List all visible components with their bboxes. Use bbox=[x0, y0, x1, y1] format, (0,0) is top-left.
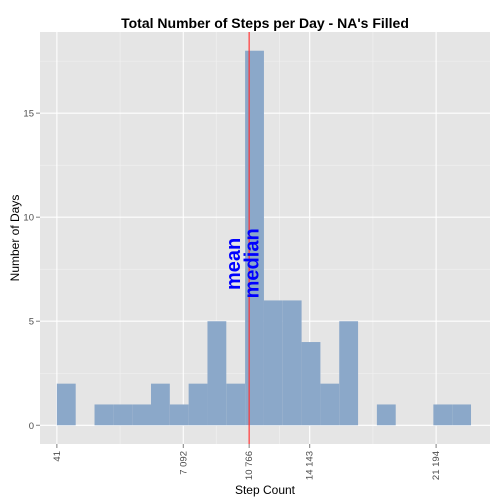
histogram-bar bbox=[263, 300, 283, 426]
y-axis-ticks: 0 5 10 15 bbox=[23, 109, 40, 432]
histogram-bar bbox=[433, 404, 453, 426]
y-tick-label: 15 bbox=[23, 109, 34, 120]
histogram-bar bbox=[245, 50, 264, 426]
histogram-bar bbox=[376, 404, 396, 426]
histogram-bar bbox=[301, 342, 321, 426]
x-tick-label: 14 143 bbox=[305, 451, 316, 480]
histogram-bar bbox=[188, 383, 208, 426]
x-tick-label: 7 092 bbox=[178, 451, 189, 475]
histogram-bar bbox=[169, 404, 189, 426]
histogram-bar bbox=[452, 404, 472, 426]
chart-title: Total Number of Steps per Day - NA's Fil… bbox=[121, 15, 409, 31]
x-axis-ticks: 41 7 092 10 766 14 143 21 194 bbox=[52, 444, 442, 480]
y-tick-label: 10 bbox=[23, 213, 34, 224]
histogram-bar bbox=[207, 321, 227, 426]
y-tick-label: 0 bbox=[29, 421, 34, 432]
y-tick-label: 5 bbox=[29, 317, 34, 328]
histogram-bar bbox=[94, 404, 114, 426]
median-annotation: median bbox=[242, 228, 264, 298]
histogram-bar bbox=[339, 321, 359, 426]
x-tick-label: 10 766 bbox=[244, 451, 255, 480]
x-tick-label: 21 194 bbox=[431, 451, 442, 480]
histogram-bars bbox=[56, 50, 472, 426]
histogram-bar bbox=[282, 300, 302, 426]
histogram-bar bbox=[320, 383, 340, 426]
x-tick-label: 41 bbox=[52, 451, 63, 462]
mean-annotation: mean bbox=[223, 238, 245, 290]
histogram-bar bbox=[132, 404, 151, 426]
y-axis-title: Number of Days bbox=[8, 195, 22, 282]
histogram-bar bbox=[226, 383, 246, 426]
x-axis-title: Step Count bbox=[235, 483, 296, 497]
histogram-bar bbox=[113, 404, 133, 426]
histogram-bar bbox=[56, 383, 76, 426]
histogram-bar bbox=[150, 383, 170, 426]
